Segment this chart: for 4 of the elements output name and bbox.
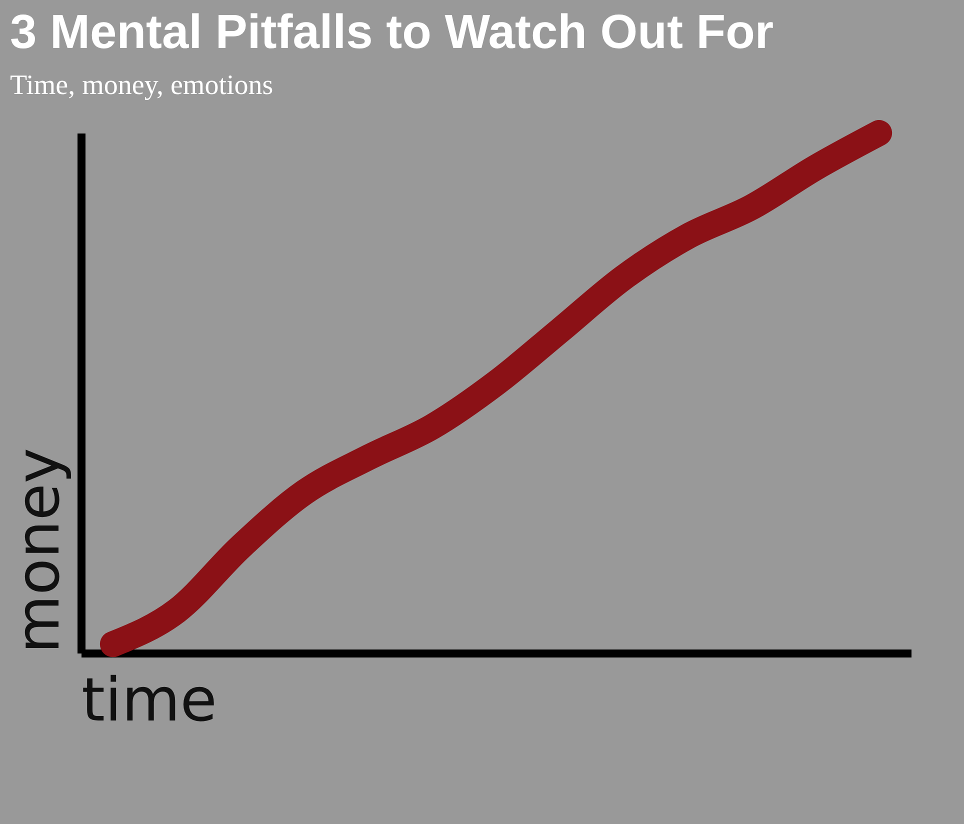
chart-subtitle: Time, money, emotions xyxy=(10,70,274,101)
x-axis-title: time xyxy=(82,666,218,736)
chart-title: 3 Mental Pitfalls to Watch Out For xyxy=(10,6,774,59)
y-axis-title: money xyxy=(4,448,74,654)
